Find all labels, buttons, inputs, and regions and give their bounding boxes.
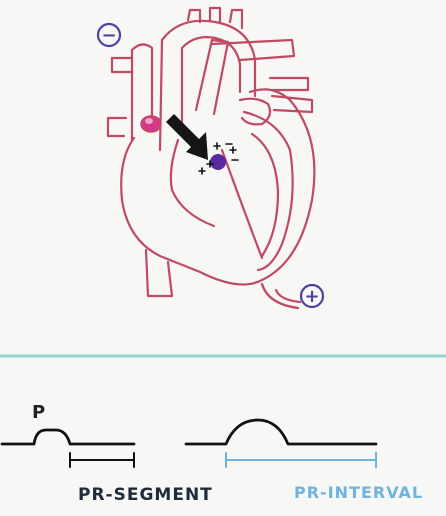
pulmonary-artery — [210, 38, 296, 62]
negative-electrode-marker: − — [96, 22, 122, 48]
atrial-septum — [169, 138, 216, 228]
superior-vena-cava — [130, 43, 154, 142]
pr-segment-label: PR-SEGMENT — [78, 485, 213, 505]
ecg-left — [0, 428, 136, 446]
pr-segment-bracket — [69, 452, 135, 468]
pulmonary-trunk — [194, 38, 230, 116]
aortic-arch-inner — [180, 36, 242, 132]
pr-interval-bracket — [225, 452, 377, 468]
ventricular-septum — [220, 148, 264, 260]
pulmonary-vein-left-low — [106, 116, 128, 138]
sa-node-highlight — [145, 118, 153, 124]
charge-marks — [198, 142, 239, 175]
svg-text:−: − — [101, 25, 116, 46]
p-wave-label: P — [32, 402, 46, 423]
inferior-vena-cava — [144, 248, 174, 298]
svg-text:+: + — [304, 286, 319, 307]
sa-node — [140, 115, 162, 133]
pr-interval-label: PR-INTERVAL — [294, 483, 423, 502]
positive-electrode-marker: + — [299, 283, 325, 309]
left-ventricle-inner — [250, 132, 280, 258]
left-atrium — [238, 97, 272, 126]
aortic-arch — [158, 19, 257, 152]
ecg-right — [184, 418, 378, 446]
conduction-arrow — [166, 114, 208, 160]
av-node — [210, 154, 226, 170]
arch-branches — [186, 6, 244, 30]
pulmonary-vein-right — [268, 76, 314, 114]
heart-diagram — [106, 6, 316, 310]
left-ventricle-wall — [242, 110, 294, 272]
apex — [260, 282, 302, 310]
heart-outline — [120, 88, 316, 286]
pulmonary-vein-left — [110, 56, 134, 74]
